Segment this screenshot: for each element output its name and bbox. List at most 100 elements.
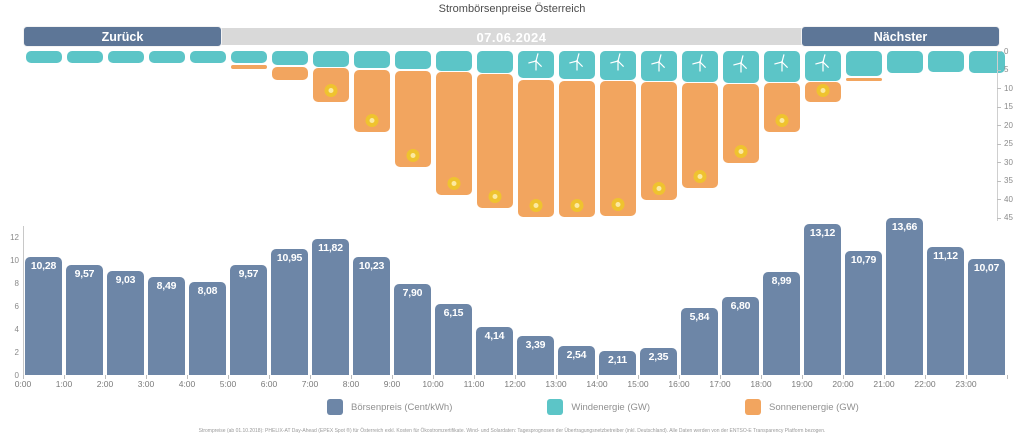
wind-bar[interactable] <box>312 51 349 67</box>
generation-column <box>66 51 103 64</box>
solar-bar[interactable] <box>845 77 882 81</box>
price-bar[interactable]: 9,57 <box>230 264 267 375</box>
wind-bar[interactable] <box>517 50 554 79</box>
generation-column <box>599 51 636 216</box>
generation-column <box>148 51 185 64</box>
x-axis-tick <box>843 375 844 379</box>
legend-item-2[interactable]: Sonnenenergie (GW) <box>745 399 859 415</box>
price-bar[interactable]: 11,12 <box>927 247 964 375</box>
price-bar[interactable]: 8,08 <box>189 282 226 375</box>
price-bar[interactable]: 2,35 <box>640 347 677 375</box>
wind-turbine-icon <box>770 52 794 81</box>
price-bar[interactable]: 11,82 <box>312 239 349 375</box>
solar-bar[interactable] <box>312 68 349 103</box>
price-bar[interactable]: 10,95 <box>271 249 308 375</box>
wind-bar[interactable] <box>599 51 636 80</box>
wind-bar[interactable] <box>763 51 800 82</box>
price-bar[interactable]: 6,15 <box>435 304 472 375</box>
solar-bar[interactable] <box>271 66 308 80</box>
price-bar[interactable]: 5,84 <box>681 307 718 375</box>
wind-bar[interactable] <box>353 51 390 69</box>
page-title: Strombörsenpreise Österreich <box>438 3 586 15</box>
wind-bar[interactable] <box>722 51 759 83</box>
price-bar[interactable]: 10,28 <box>25 256 62 375</box>
next-day-button[interactable]: Nächster <box>801 26 1000 47</box>
wind-bar[interactable] <box>927 51 964 72</box>
wind-bar[interactable] <box>845 51 882 77</box>
price-value-label: 10,28 <box>30 259 57 272</box>
previous-day-button[interactable]: Zurück <box>23 26 222 47</box>
wind-turbine-icon <box>688 52 712 81</box>
wind-bar[interactable] <box>25 51 62 64</box>
price-bar[interactable]: 13,12 <box>804 224 841 375</box>
wind-bar[interactable] <box>394 51 431 70</box>
solar-bar[interactable] <box>435 72 472 196</box>
gw-axis-tick <box>997 125 1001 126</box>
x-axis-tick <box>597 375 598 379</box>
wind-bar[interactable] <box>968 51 1005 73</box>
solar-bar[interactable] <box>804 82 841 103</box>
solar-bar[interactable] <box>517 79 554 218</box>
price-value-label: 3,39 <box>525 339 546 352</box>
wind-bar[interactable] <box>66 51 103 64</box>
solar-bar[interactable] <box>763 83 800 132</box>
gw-axis-tick <box>997 88 1001 89</box>
price-bar[interactable]: 9,57 <box>66 264 103 375</box>
hour-tick-label: 12:00 <box>504 379 526 389</box>
wind-bar[interactable] <box>435 51 472 71</box>
wind-bar[interactable] <box>640 51 677 81</box>
x-axis-tick <box>392 375 393 379</box>
gw-axis-tick-label: 45 <box>1004 213 1013 222</box>
price-bar[interactable]: 8,49 <box>148 277 185 375</box>
wind-bar[interactable] <box>107 51 144 64</box>
wind-bar[interactable] <box>230 51 267 64</box>
legend-item-1[interactable]: Windenergie (GW) <box>547 399 650 415</box>
x-axis-tick <box>23 375 24 379</box>
hour-tick-label: 11:00 <box>463 379 485 389</box>
price-bar[interactable]: 10,79 <box>845 250 882 375</box>
price-bar[interactable]: 4,14 <box>476 327 513 375</box>
price-bar[interactable]: 10,07 <box>968 259 1005 375</box>
generation-column <box>640 51 677 201</box>
solar-bar[interactable] <box>722 84 759 163</box>
solar-bar[interactable] <box>558 80 595 218</box>
wind-turbine-icon <box>606 51 630 80</box>
hour-tick-label: 16:00 <box>668 379 690 389</box>
wind-bar[interactable] <box>681 51 718 82</box>
price-bar[interactable]: 6,80 <box>722 296 759 375</box>
solar-bar[interactable] <box>599 81 636 216</box>
hour-tick-label: 22:00 <box>914 379 936 389</box>
wind-bar[interactable] <box>558 51 595 80</box>
gw-axis-tick-label: 35 <box>1004 176 1013 185</box>
price-bar[interactable]: 7,90 <box>394 284 431 375</box>
gw-axis-tick <box>997 199 1001 200</box>
price-bar[interactable]: 13,66 <box>886 217 923 375</box>
wind-bar[interactable] <box>886 51 923 73</box>
legend-swatch-icon <box>327 399 343 415</box>
price-bar[interactable]: 2,11 <box>599 350 636 375</box>
wind-turbine-icon <box>524 50 548 79</box>
solar-bar[interactable] <box>394 70 431 168</box>
price-value-label: 11,82 <box>318 242 343 255</box>
price-bar[interactable]: 9,03 <box>107 271 144 375</box>
price-bar[interactable]: 2,54 <box>558 345 595 375</box>
price-bar[interactable]: 3,39 <box>517 336 554 375</box>
hour-tick-label: 5:00 <box>219 379 237 389</box>
price-value-label: 8,99 <box>771 274 792 287</box>
price-bar[interactable]: 8,99 <box>763 271 800 375</box>
wind-bar[interactable] <box>189 51 226 64</box>
solar-bar[interactable] <box>353 69 390 133</box>
solar-bar[interactable] <box>681 83 718 188</box>
x-axis-tick <box>884 375 885 379</box>
price-bar[interactable]: 10,23 <box>353 257 390 375</box>
solar-bar[interactable] <box>476 74 513 209</box>
wind-bar[interactable] <box>476 51 513 73</box>
legend-item-0[interactable]: Börsenpreis (Cent/kWh) <box>327 399 452 415</box>
wind-bar[interactable] <box>148 51 185 64</box>
sun-icon <box>570 199 583 213</box>
wind-bar[interactable] <box>271 51 308 66</box>
solar-bar[interactable] <box>640 82 677 201</box>
solar-bar[interactable] <box>230 64 267 69</box>
generation-column <box>517 50 554 218</box>
wind-bar[interactable] <box>804 51 841 81</box>
